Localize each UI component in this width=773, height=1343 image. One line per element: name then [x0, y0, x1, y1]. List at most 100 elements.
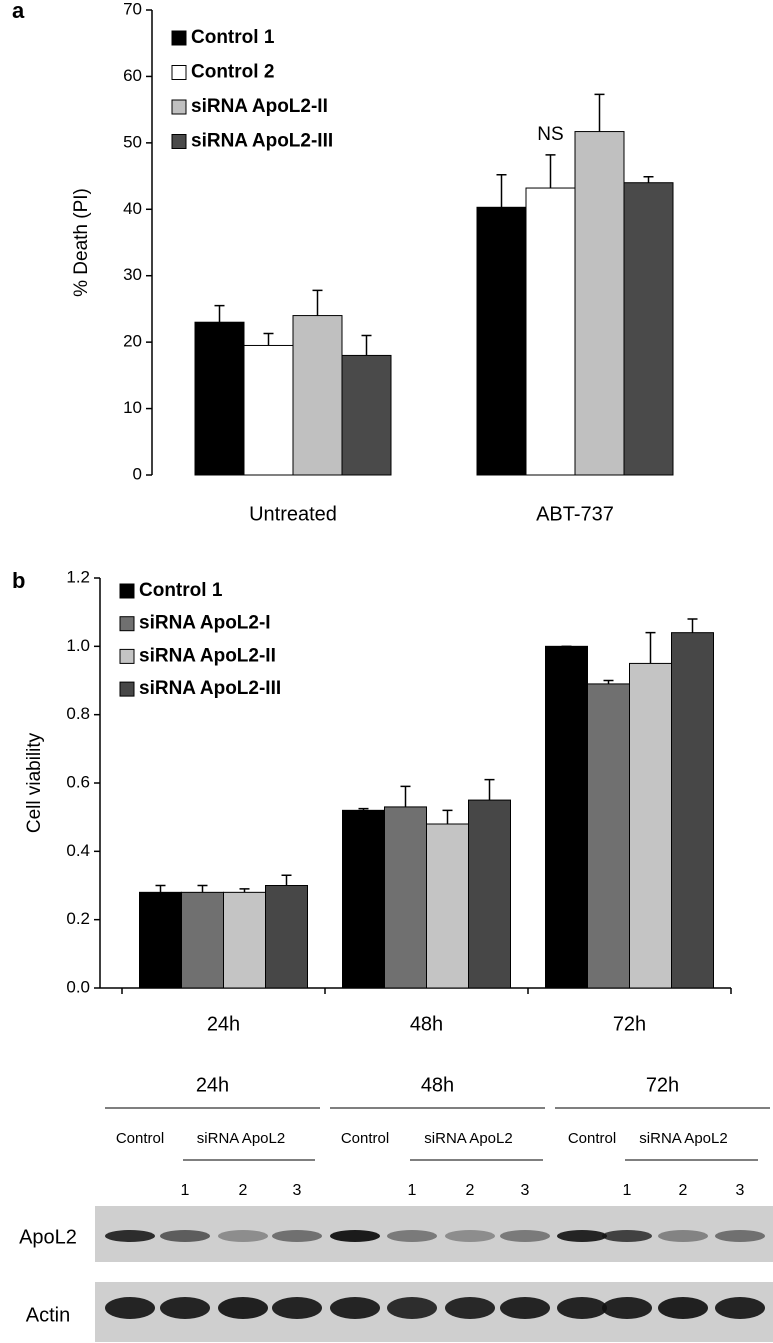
sirna-label: siRNA ApoL2: [197, 1130, 285, 1147]
blot-band: [160, 1297, 210, 1319]
y-tick-label: 20: [123, 332, 142, 351]
blot-row-label: ApoL2: [19, 1226, 77, 1248]
error-bar: [603, 679, 614, 684]
x-tick-label: 72h: [613, 1013, 646, 1035]
bar: [468, 799, 511, 989]
legend-label: Control 1: [139, 580, 223, 601]
legend-label: siRNA ApoL2-II: [191, 96, 328, 117]
y-tick-label: 0.6: [66, 772, 90, 791]
x-tick-label: ABT-737: [536, 503, 614, 525]
blot-band: [445, 1297, 495, 1319]
legend-swatch: [119, 616, 135, 632]
blot-band: [160, 1230, 210, 1242]
blot-band: [105, 1297, 155, 1319]
bar: [139, 891, 182, 989]
y-tick-label: 70: [123, 0, 142, 18]
error-bar: [239, 888, 250, 893]
blot-band: [218, 1230, 268, 1242]
legend-swatch: [171, 99, 187, 115]
lane-number: 2: [466, 1182, 475, 1199]
blot-band: [557, 1297, 607, 1319]
blot-band: [658, 1297, 708, 1319]
blot-band: [500, 1297, 550, 1319]
y-axis-title: % Death (PI): [71, 188, 92, 297]
blot-band: [602, 1230, 652, 1242]
timepoint-label: 48h: [421, 1074, 454, 1096]
panel-label: b: [12, 568, 25, 593]
blot-band: [557, 1230, 607, 1242]
lane-number: 1: [623, 1182, 632, 1199]
x-tick-label: 48h: [410, 1013, 443, 1035]
bar: [265, 885, 308, 989]
y-tick-label: 30: [123, 265, 142, 284]
y-tick-label: 0.4: [66, 841, 90, 860]
lane-number: 1: [408, 1182, 417, 1199]
error-bar: [442, 809, 453, 824]
blot-band: [602, 1297, 652, 1319]
lane-number: 1: [181, 1182, 190, 1199]
blot-band: [330, 1297, 380, 1319]
y-tick-label: 1.2: [66, 567, 90, 586]
bar: [525, 187, 576, 476]
timepoint-label: 72h: [646, 1074, 679, 1096]
error-bar: [645, 631, 656, 664]
legend-swatch: [171, 134, 187, 149]
control-label: Control: [341, 1130, 389, 1147]
legend-swatch: [119, 583, 135, 599]
error-bar: [484, 778, 495, 801]
bar: [545, 645, 588, 989]
bar: [426, 823, 469, 989]
bar: [341, 354, 392, 476]
blot-band: [272, 1297, 322, 1319]
error-bar: [312, 289, 323, 316]
blot-band: [658, 1230, 708, 1242]
panel-label: a: [12, 0, 25, 23]
bar: [342, 809, 385, 989]
bar: [384, 806, 427, 989]
error-bar: [358, 807, 369, 811]
bar: [181, 891, 224, 989]
blot-band: [387, 1297, 437, 1319]
legend-swatch: [171, 65, 187, 80]
blot-row-label: Actin: [26, 1304, 70, 1326]
error-bar: [594, 93, 605, 132]
y-tick-label: 1.0: [66, 636, 90, 655]
x-tick-label: 24h: [207, 1013, 240, 1035]
bar: [623, 182, 674, 476]
y-tick-label: 0.8: [66, 704, 90, 723]
lane-number: 2: [679, 1182, 688, 1199]
legend-label: siRNA ApoL2-I: [139, 613, 271, 634]
blot-band: [387, 1230, 437, 1242]
sirna-label: siRNA ApoL2: [639, 1130, 727, 1147]
blot-band: [330, 1230, 380, 1242]
error-bar: [687, 618, 698, 633]
y-axis-title: Cell viability: [24, 732, 45, 833]
error-bar: [496, 173, 507, 208]
bar: [629, 662, 672, 989]
bar: [671, 632, 714, 989]
y-tick-label: 0: [133, 464, 142, 483]
y-tick-label: 0.0: [66, 977, 90, 996]
bar: [476, 206, 527, 476]
bar: [243, 344, 294, 476]
timepoint-label: 24h: [196, 1074, 229, 1096]
legend-label: siRNA ApoL2-III: [191, 131, 333, 152]
error-bar: [263, 332, 274, 346]
lane-number: 3: [293, 1182, 302, 1199]
legend-swatch: [119, 648, 135, 664]
blot-band: [715, 1230, 765, 1242]
blot-band: [445, 1230, 495, 1242]
error-bar: [281, 874, 292, 886]
legend-swatch: [171, 30, 187, 46]
error-bar: [197, 884, 208, 893]
lane-number: 3: [521, 1182, 530, 1199]
bar: [587, 683, 630, 989]
bar: [223, 891, 266, 989]
error-bar: [400, 785, 411, 807]
blot-band: [715, 1297, 765, 1319]
bar: [194, 321, 245, 476]
error-bar: [155, 884, 166, 893]
lane-number: 3: [736, 1182, 745, 1199]
sirna-label: siRNA ApoL2: [424, 1130, 512, 1147]
